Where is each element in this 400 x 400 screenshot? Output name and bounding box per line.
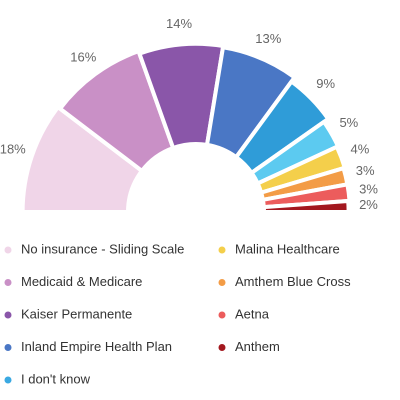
legend-label: I don't know <box>21 371 91 386</box>
legend-label: Anthem <box>235 339 280 354</box>
segment <box>205 45 297 160</box>
segment <box>58 49 176 173</box>
legend-label: Inland Empire Health Plan <box>21 339 172 354</box>
segment <box>234 79 331 175</box>
legend-dot <box>218 311 226 319</box>
legend-label: Medicaid & Medicare <box>21 274 142 289</box>
value-label: 18% <box>0 142 26 157</box>
value-label: 13% <box>255 31 281 46</box>
legend-dot <box>4 279 12 286</box>
segment <box>20 105 144 214</box>
legend-label: Kaiser Permanente <box>21 306 132 321</box>
legend-label: Aetna <box>235 306 270 321</box>
value-label: 14% <box>166 16 192 31</box>
value-label: 5% <box>339 115 358 130</box>
legend-dot <box>4 376 12 384</box>
legend-dot <box>218 279 226 286</box>
segment <box>261 198 351 214</box>
value-label: 4% <box>351 142 370 157</box>
value-label: 9% <box>316 76 335 91</box>
legend-label: Malina Healthcare <box>235 241 340 256</box>
legend-label: No insurance - Sliding Scale <box>21 241 184 256</box>
value-label: 16% <box>70 49 96 64</box>
legend-dot <box>4 344 12 351</box>
legend-dot <box>218 246 226 254</box>
legend-label: Amthem Blue Cross <box>235 274 351 289</box>
legend-dot <box>4 311 12 319</box>
value-label: 2% <box>359 197 378 212</box>
value-label: 3% <box>359 182 378 197</box>
legend-dot <box>218 344 226 351</box>
legend-dot <box>4 246 12 254</box>
value-label: 3% <box>356 163 375 178</box>
